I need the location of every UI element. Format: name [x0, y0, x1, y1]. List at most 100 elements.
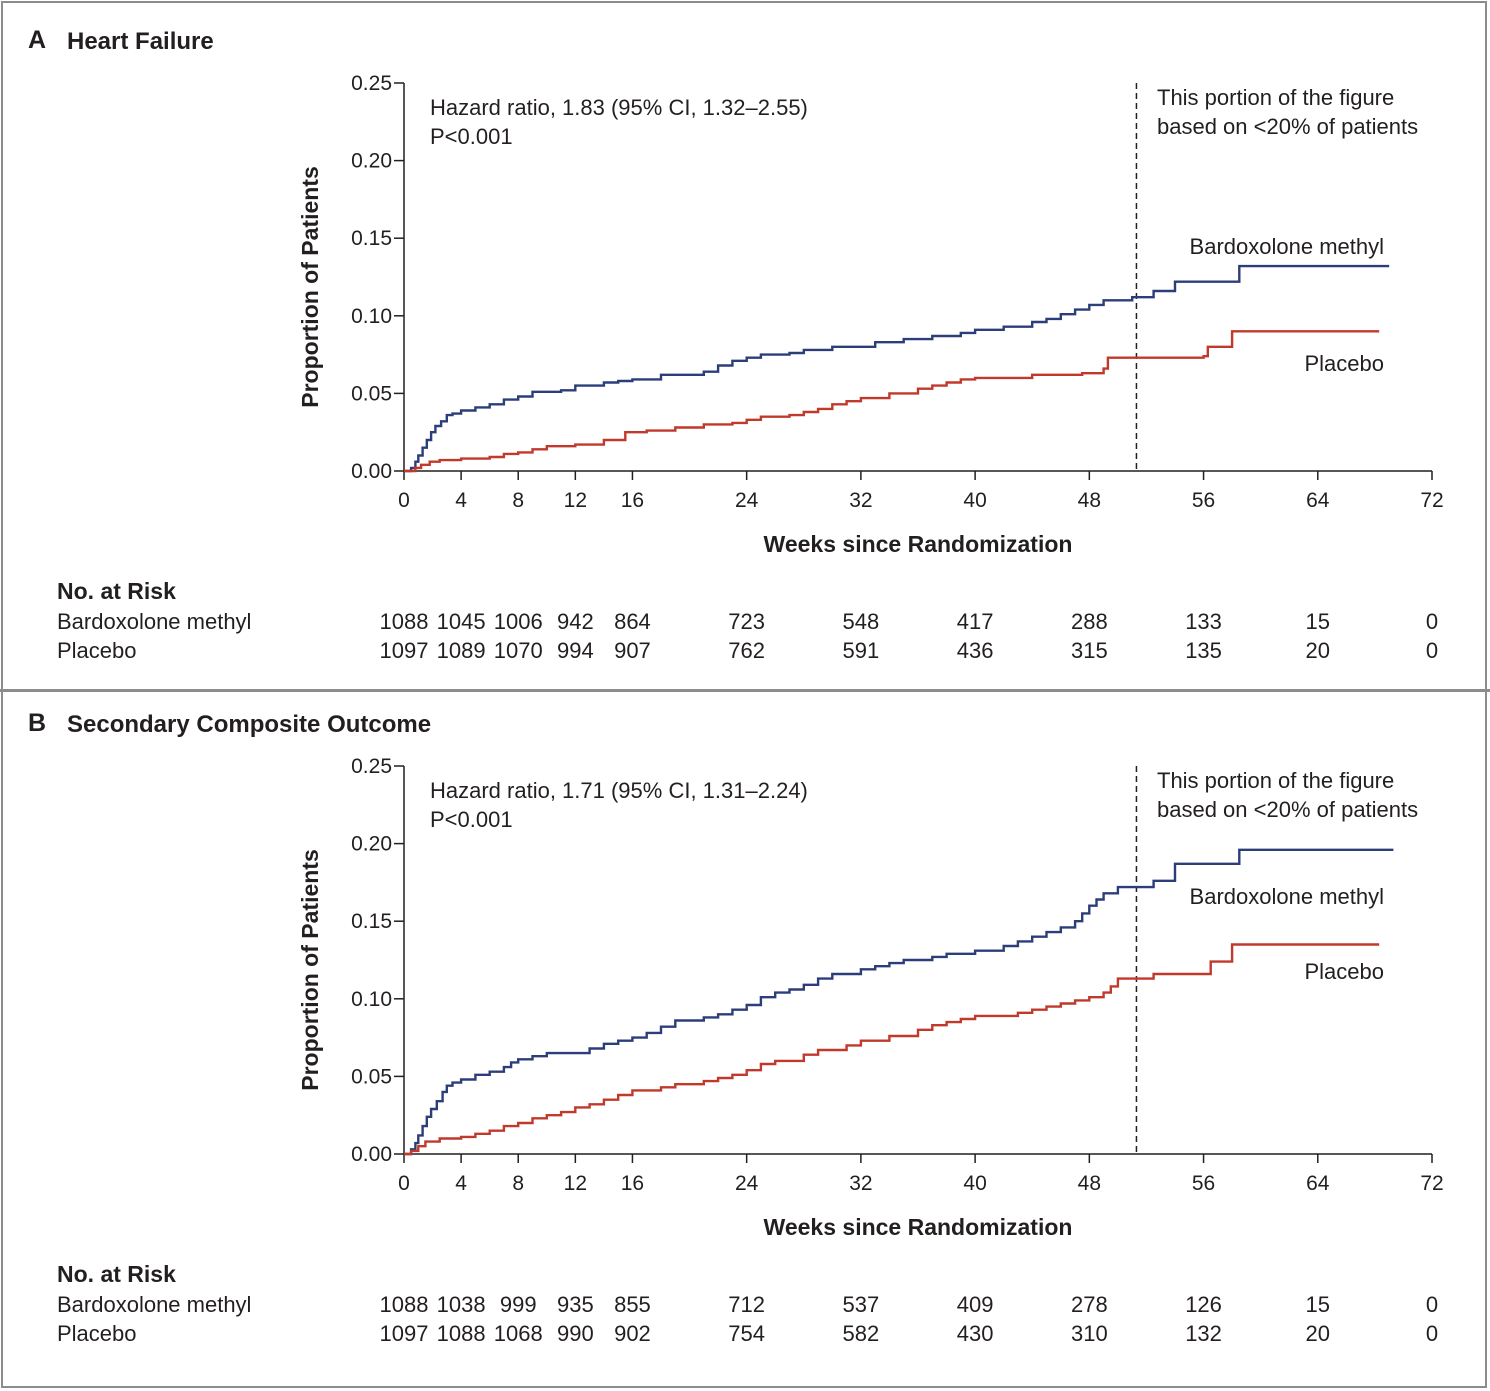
km-chart: 0.000.050.100.150.200.250 4 8 12 16 24 32 40 48 5…	[297, 755, 1444, 1240]
panel-heart-failure: A Heart Failure 0.00 0.05 0.10 0.15 0.20 0.25…	[0, 0, 1490, 682]
risk-row-label: Placebo	[57, 638, 137, 663]
series-label-placebo: Placebo	[1304, 959, 1384, 984]
risk-cell: 999	[499, 1292, 537, 1317]
x-tick-label: 48	[1078, 1172, 1101, 1195]
risk-cell: 0	[1425, 609, 1439, 634]
panel-secondary-composite: B Secondary Composite Outcome 0.00 0.05 0.…	[0, 683, 1490, 1365]
risk-cell: 1006	[493, 609, 543, 634]
y-tick-label: 0.25	[351, 755, 392, 778]
risk-row-label: Bardoxolone methyl	[57, 609, 252, 634]
x-tick-label: 4	[455, 1172, 467, 1195]
series-label-placebo: Placebo	[1304, 351, 1384, 376]
risk-cell: 712	[728, 1292, 766, 1317]
risk-cell: 409	[956, 1292, 994, 1317]
x-tick-label: 56	[1192, 1172, 1215, 1195]
risk-cell: 288	[1070, 609, 1108, 634]
x-tick-label: 64	[1306, 1172, 1330, 1195]
risk-cell: 132	[1185, 1321, 1222, 1346]
risk-cell: 1089	[436, 638, 486, 663]
x-tick-label: 12	[564, 1172, 587, 1195]
y-tick-label: 0.00	[351, 1143, 392, 1166]
risk-cell: 15	[1305, 609, 1331, 634]
risk-cell: 1088	[436, 1321, 486, 1346]
hazard-ratio-annotation: Hazard ratio, 1.83 (95% CI, 1.32–2.55)	[430, 95, 808, 120]
y-tick-label: 0.10	[351, 305, 392, 328]
x-tick-label: 40	[963, 1172, 986, 1195]
x-tick-label: 16	[621, 489, 644, 512]
y-axis-title: Proportion of Patients	[297, 166, 323, 408]
risk-cell: 591	[842, 638, 880, 663]
series-label-bardoxolone: Bardoxolone methyl	[1190, 234, 1384, 259]
series-label-bardoxolone: Bardoxolone methyl	[1190, 884, 1384, 909]
risk-cell: 430	[956, 1321, 994, 1346]
km-chart: 0.000.050.100.150.200.250 4 8 12 16 24 32 40 48 5…	[297, 72, 1444, 557]
risk-cell: 133	[1185, 609, 1222, 634]
risk-cell: 1045	[436, 609, 486, 634]
x-tick-label: 56	[1192, 489, 1215, 512]
x-axis-title: Weeks since Randomization	[764, 531, 1073, 557]
hazard-ratio-annotation: Hazard ratio, 1.71 (95% CI, 1.31–2.24)	[430, 778, 808, 803]
panel-letter: B	[28, 709, 47, 737]
y-tick-label: 0.10	[351, 988, 392, 1011]
risk-cell: 20	[1305, 1321, 1331, 1346]
risk-cell: 1038	[436, 1292, 486, 1317]
risk-cell: 864	[614, 609, 651, 634]
risk-cell: 935	[556, 1292, 594, 1317]
risk-cell: 942	[556, 609, 594, 634]
y-tick-label: 0.15	[351, 910, 392, 933]
risk-cell: 723	[728, 609, 766, 634]
x-tick-label: 40	[963, 489, 986, 512]
risk-cell: 436	[956, 638, 994, 663]
x-tick-label: 0	[398, 1172, 410, 1195]
hazard-ratio-annotation: P<0.001	[430, 807, 513, 832]
series-line-placebo	[404, 330, 1380, 473]
y-tick-label: 0.20	[351, 833, 392, 856]
risk-cell: 548	[842, 609, 880, 634]
risk-table: No. at Risk Bardoxolone methyl 1088 1045 100…	[0, 576, 1490, 676]
risk-cell: 907	[614, 638, 651, 663]
risk-cell: 855	[614, 1292, 651, 1317]
risk-cell: 1097	[379, 1321, 429, 1346]
risk-cell: 20	[1305, 638, 1331, 663]
risk-cell: 315	[1070, 638, 1108, 663]
cutoff-note: This portion of the figure	[1157, 85, 1394, 110]
risk-cell: 902	[614, 1321, 651, 1346]
x-tick-label: 8	[512, 1172, 524, 1195]
series-line-bardoxolone	[404, 848, 1394, 1156]
panel-title: Heart Failure	[67, 28, 214, 55]
risk-cell: 1088	[379, 609, 429, 634]
y-tick-label: 0.05	[351, 382, 392, 405]
x-tick-label: 32	[849, 1172, 872, 1195]
x-tick-label: 72	[1420, 1172, 1443, 1195]
panel-letter: A	[28, 26, 47, 54]
risk-cell: 762	[728, 638, 766, 663]
cutoff-note: This portion of the figure	[1157, 768, 1394, 793]
risk-table-heading: No. at Risk	[57, 578, 176, 604]
risk-table: No. at Risk Bardoxolone methyl 1088 1038 999…	[0, 1259, 1490, 1359]
risk-cell: 135	[1185, 638, 1222, 663]
x-tick-label: 8	[512, 489, 524, 512]
risk-cell: 417	[956, 609, 994, 634]
x-tick-label: 24	[735, 489, 759, 512]
y-tick-label: 0.25	[351, 72, 392, 95]
risk-cell: 0	[1425, 1321, 1439, 1346]
y-tick-label: 0.15	[351, 227, 392, 250]
x-tick-label: 72	[1420, 489, 1443, 512]
x-axis-title: Weeks since Randomization	[764, 1214, 1073, 1240]
risk-cell: 994	[556, 638, 594, 663]
risk-cell: 0	[1425, 638, 1439, 663]
risk-cell: 582	[842, 1321, 880, 1346]
x-tick-label: 12	[564, 489, 587, 512]
risk-cell: 278	[1070, 1292, 1108, 1317]
y-tick-label: 0.05	[351, 1065, 392, 1088]
x-tick-label: 64	[1306, 489, 1330, 512]
x-tick-label: 32	[849, 489, 872, 512]
x-tick-label: 16	[621, 1172, 644, 1195]
risk-table-heading: No. at Risk	[57, 1261, 176, 1287]
series-line-bardoxolone	[404, 264, 1390, 473]
risk-cell: 15	[1305, 1292, 1331, 1317]
x-tick-label: 4	[455, 489, 467, 512]
y-tick-label: 0.00	[351, 460, 392, 483]
hazard-ratio-annotation: P<0.001	[430, 124, 513, 149]
